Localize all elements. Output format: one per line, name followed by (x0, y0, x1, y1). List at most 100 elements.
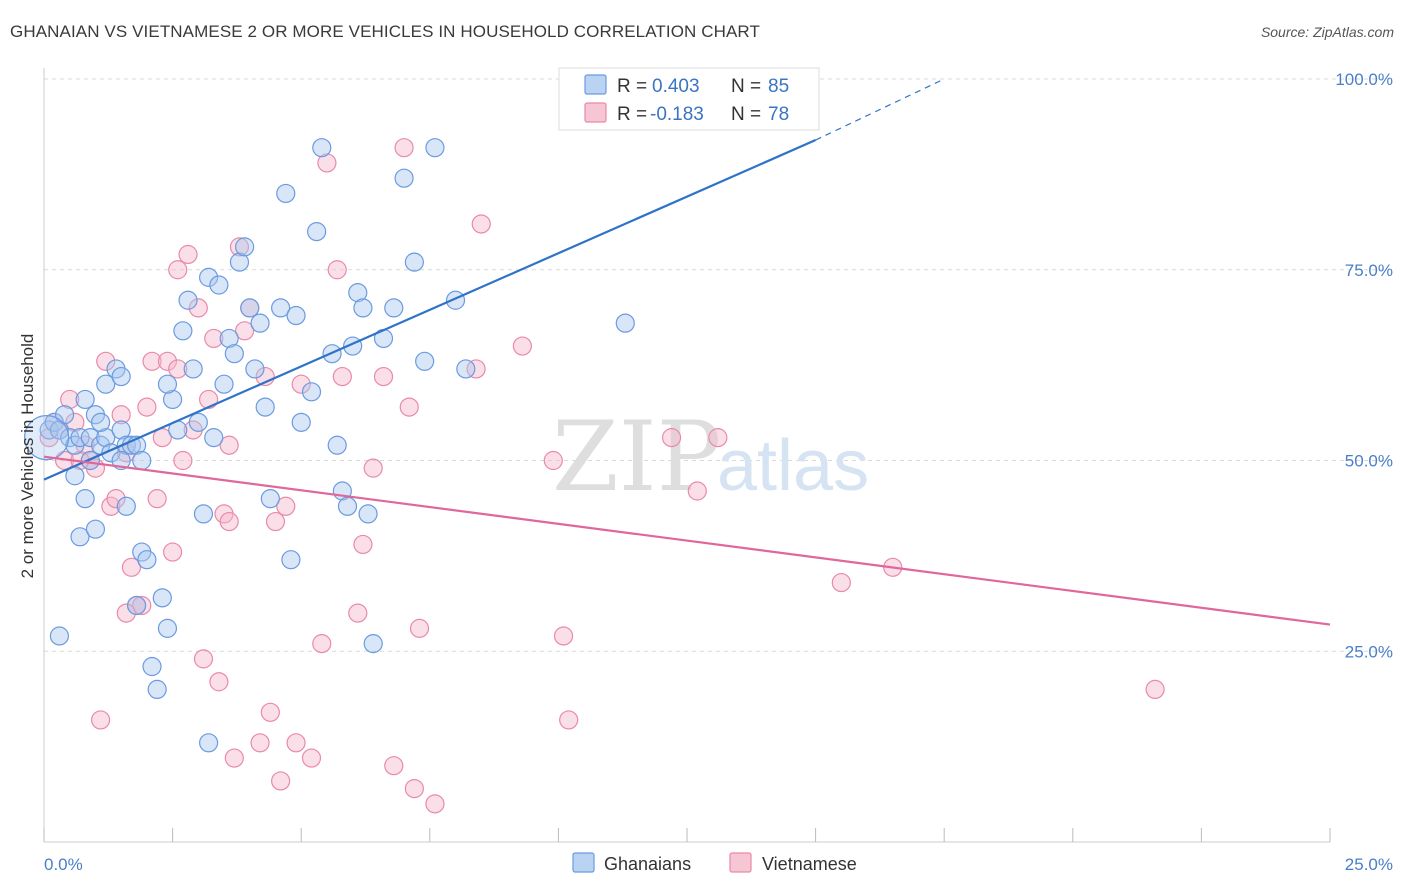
point-vietnamese (543, 450, 563, 471)
point-ghanaian (80, 450, 100, 471)
point-vietnamese (687, 481, 707, 501)
point-ghanaian (70, 428, 90, 448)
bottom-legend-label-ghanaians: Ghanaians (604, 854, 691, 874)
y-tick-label: 50.0% (1345, 452, 1393, 471)
y-axis-label: 2 or more Vehicles in Household (18, 334, 37, 579)
point-vietnamese (157, 351, 178, 371)
point-vietnamese (1145, 679, 1165, 700)
point-vietnamese (327, 260, 347, 280)
point-ghanaian (327, 435, 347, 455)
correlation-legend: R = 0.403 N = 85 R = -0.183 N = 78 (558, 67, 820, 131)
point-ghanaian (152, 588, 172, 608)
tick-labels: 25.0% 50.0% 75.0% 100.0% 0.0% 25.0% (44, 70, 1393, 874)
point-ghanaian (96, 428, 116, 448)
watermark: ZIP atlas (552, 401, 869, 513)
legend-r-label-2: R = (617, 104, 647, 125)
point-vietnamese (65, 412, 85, 432)
point-ghanaian (142, 656, 162, 677)
legend-swatch-ghanaians (584, 74, 607, 95)
point-vietnamese (312, 634, 332, 654)
point-vietnamese (404, 778, 424, 799)
point-ghanaian (394, 168, 414, 188)
point-vietnamese (219, 435, 239, 455)
point-vietnamese (193, 649, 214, 669)
point-vietnamese (90, 710, 111, 730)
x-tick-label: 0.0% (44, 855, 83, 874)
legend-swatch-vietnamese (584, 102, 607, 123)
point-vietnamese (224, 748, 244, 768)
point-vietnamese (199, 389, 219, 410)
point-vietnamese (394, 138, 414, 158)
point-vietnamese (178, 244, 198, 265)
point-ghanaian (199, 733, 219, 753)
point-ghanaian (132, 450, 152, 471)
point-vietnamese (260, 702, 280, 722)
point-vietnamese (466, 359, 486, 379)
point-ghanaian (291, 412, 311, 432)
point-ghanaian (126, 595, 147, 616)
point-vietnamese (559, 710, 579, 730)
bottom-legend-swatch-vietnamese (729, 852, 752, 873)
point-vietnamese (163, 542, 183, 562)
point-vietnamese (132, 595, 152, 616)
grid-lines (44, 78, 1390, 652)
point-ghanaian (96, 374, 116, 394)
bottom-legend-swatch-ghanaians (572, 852, 595, 873)
point-ghanaian (204, 428, 224, 448)
point-vietnamese (60, 389, 80, 410)
point-ghanaian (90, 412, 111, 432)
point-vietnamese (425, 794, 445, 814)
point-vietnamese (142, 351, 162, 371)
point-ghanaian (353, 298, 373, 318)
point-ghanaian (307, 222, 327, 242)
point-vietnamese (137, 397, 157, 417)
point-ghanaian (286, 305, 306, 326)
point-ghanaian (229, 252, 250, 272)
point-ghanaian (188, 412, 208, 432)
point-ghanaian (209, 275, 229, 295)
point-vietnamese (168, 260, 188, 280)
point-vietnamese (219, 511, 239, 532)
point-ghanaian (250, 313, 270, 333)
point-vietnamese (229, 237, 250, 257)
point-vietnamese (250, 733, 270, 753)
point-ghanaian (301, 382, 322, 402)
point-ghanaian (312, 138, 332, 158)
point-ghanaian (281, 550, 301, 570)
point-vietnamese (363, 458, 383, 478)
point-vietnamese (317, 153, 337, 173)
point-ghanaian (404, 252, 424, 272)
point-ghanaian (193, 504, 214, 524)
point-ghanaian (348, 283, 368, 303)
point-ghanaian (235, 237, 255, 257)
point-ghanaian (199, 267, 219, 287)
watermark-zip: ZIP (552, 401, 721, 513)
point-ghanaian (425, 138, 445, 158)
point-vietnamese (471, 214, 491, 234)
point-vietnamese (188, 298, 208, 318)
point-vietnamese (353, 534, 373, 555)
point-ghanaian (245, 359, 265, 379)
point-vietnamese (204, 328, 224, 349)
point-ghanaian (85, 519, 106, 539)
point-vietnamese (271, 771, 291, 791)
point-vietnamese (291, 374, 311, 394)
legend-n-value-1: 85 (768, 76, 789, 97)
trend-lines (43, 78, 1331, 626)
point-vietnamese (121, 557, 142, 577)
series-vietnamese (39, 138, 1165, 814)
legend-n-label-1: N = (731, 76, 761, 97)
point-ghanaian (178, 290, 198, 310)
point-vietnamese (111, 405, 131, 425)
legend-n-value-2: 78 (768, 104, 789, 125)
point-vietnamese (173, 450, 193, 471)
point-ghanaian (260, 489, 280, 509)
point-vietnamese (106, 489, 126, 509)
point-ghanaian (75, 489, 95, 509)
point-ghanaian (137, 550, 157, 570)
point-ghanaian (111, 450, 131, 471)
legend-r-value-2: -0.183 (650, 104, 704, 125)
point-vietnamese (116, 603, 136, 623)
point-ghanaian (615, 313, 635, 333)
point-ghanaian (415, 351, 435, 371)
